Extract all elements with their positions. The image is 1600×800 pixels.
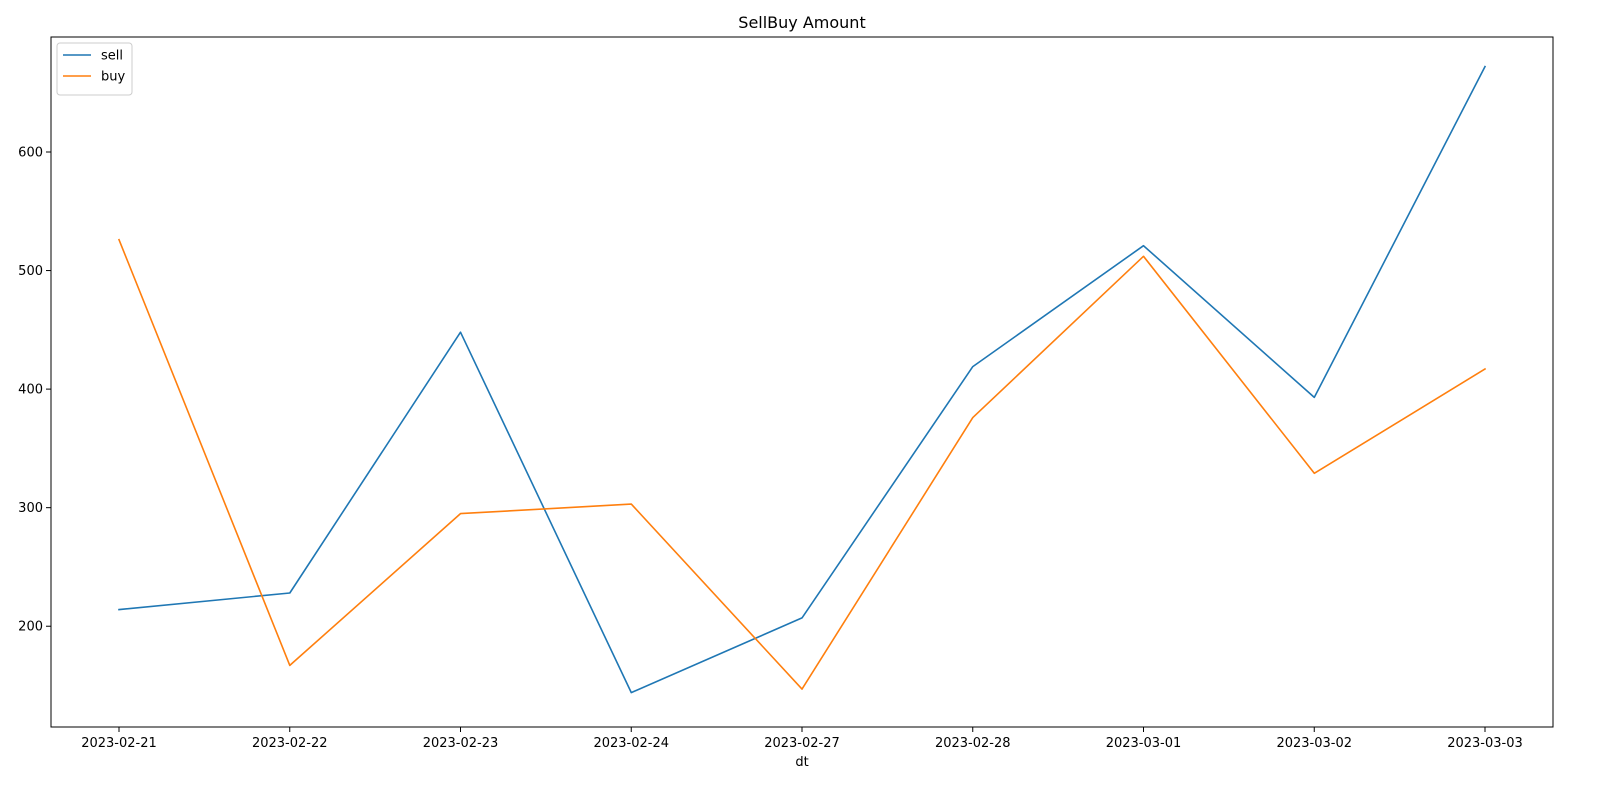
x-tick-label: 2023-03-01 [1106,736,1182,751]
x-axis-label: dt [795,755,808,770]
y-tick-label: 600 [18,146,43,161]
y-tick-label: 300 [18,501,43,516]
x-tick-label: 2023-02-27 [764,736,840,751]
x-tick-label: 2023-03-02 [1276,736,1352,751]
legend-label-buy: buy [101,70,125,85]
x-tick-label: 2023-02-21 [81,736,157,751]
x-tick-label: 2023-02-24 [593,736,669,751]
x-tick-label: 2023-02-28 [935,736,1011,751]
series-line-buy [117,238,1487,690]
x-tick-label: 2023-03-03 [1447,736,1523,751]
y-tick-label: 400 [18,383,43,398]
legend-label-sell: sell [101,49,123,64]
legend: sell buy [56,42,133,96]
y-tick-label: 500 [18,264,43,279]
plot-frame [50,36,1554,728]
legend-box [56,42,133,96]
x-tick-label: 2023-02-22 [252,736,328,751]
series-line-sell [118,65,1487,694]
chart-title: SellBuy Amount [738,13,865,32]
x-tick-label: 2023-02-23 [423,736,499,751]
y-tick-label: 200 [18,620,43,635]
